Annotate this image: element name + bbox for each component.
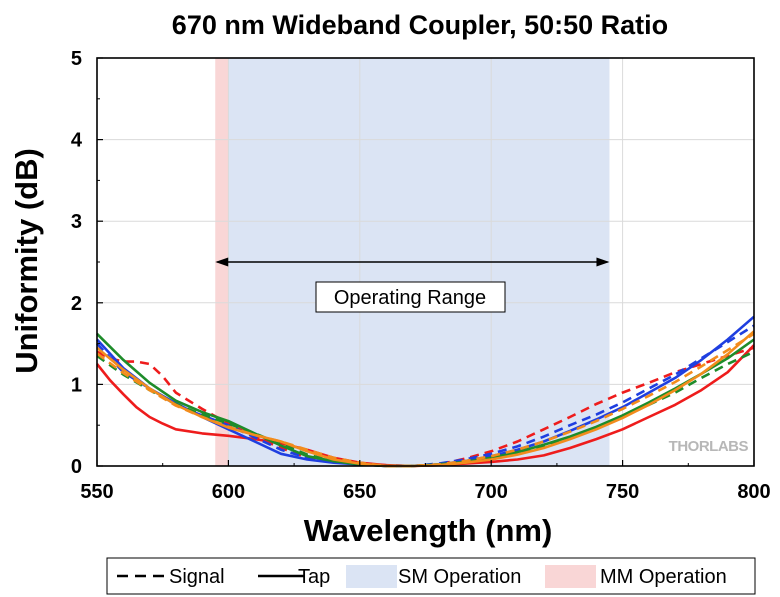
legend-signal-label: Signal xyxy=(169,566,225,588)
thorlabs-logo: THORLABS xyxy=(669,438,749,455)
x-tick-label-550: 550 xyxy=(80,481,113,503)
legend-mm-operation-label: MM Operation xyxy=(600,566,727,588)
legend-tap-label: Tap xyxy=(298,566,330,588)
y-tick-label-3: 3 xyxy=(71,211,82,233)
x-tick-label-750: 750 xyxy=(606,481,639,503)
x-axis-title: Wavelength (nm) xyxy=(304,513,553,548)
legend-sm-operation-swatch xyxy=(346,565,397,588)
chart-title: 670 nm Wideband Coupler, 50:50 Ratio xyxy=(172,10,668,40)
y-tick-label-0: 0 xyxy=(71,456,82,478)
x-tick-label-650: 650 xyxy=(343,481,376,503)
legend-sm-operation-label: SM Operation xyxy=(398,566,521,588)
y-tick-label-5: 5 xyxy=(71,48,82,70)
x-tick-label-600: 600 xyxy=(212,481,245,503)
legend-box xyxy=(106,557,756,595)
y-tick-label-1: 1 xyxy=(71,374,82,396)
legend-mm-operation-swatch xyxy=(545,565,596,588)
range-arrow-left-head xyxy=(215,257,229,267)
legend: Signal Tap SM Operation MM Operation xyxy=(106,557,756,595)
x-tick-label-800: 800 xyxy=(737,481,770,503)
operating-range-annotation: Operating Range xyxy=(215,257,610,313)
range-label-box xyxy=(315,281,506,313)
ticks: 550 600 650 700 750 800 0 1 2 3 4 5 xyxy=(71,48,771,503)
y-tick-label-2: 2 xyxy=(71,293,82,315)
x-tick-label-700: 700 xyxy=(475,481,508,503)
logo-text: THORLABS xyxy=(669,438,749,455)
range-arrow-right-head xyxy=(596,257,610,267)
range-label: Operating Range xyxy=(334,287,486,309)
y-tick-label-4: 4 xyxy=(71,130,83,152)
y-axis-title: Uniformity (dB) xyxy=(9,148,44,374)
